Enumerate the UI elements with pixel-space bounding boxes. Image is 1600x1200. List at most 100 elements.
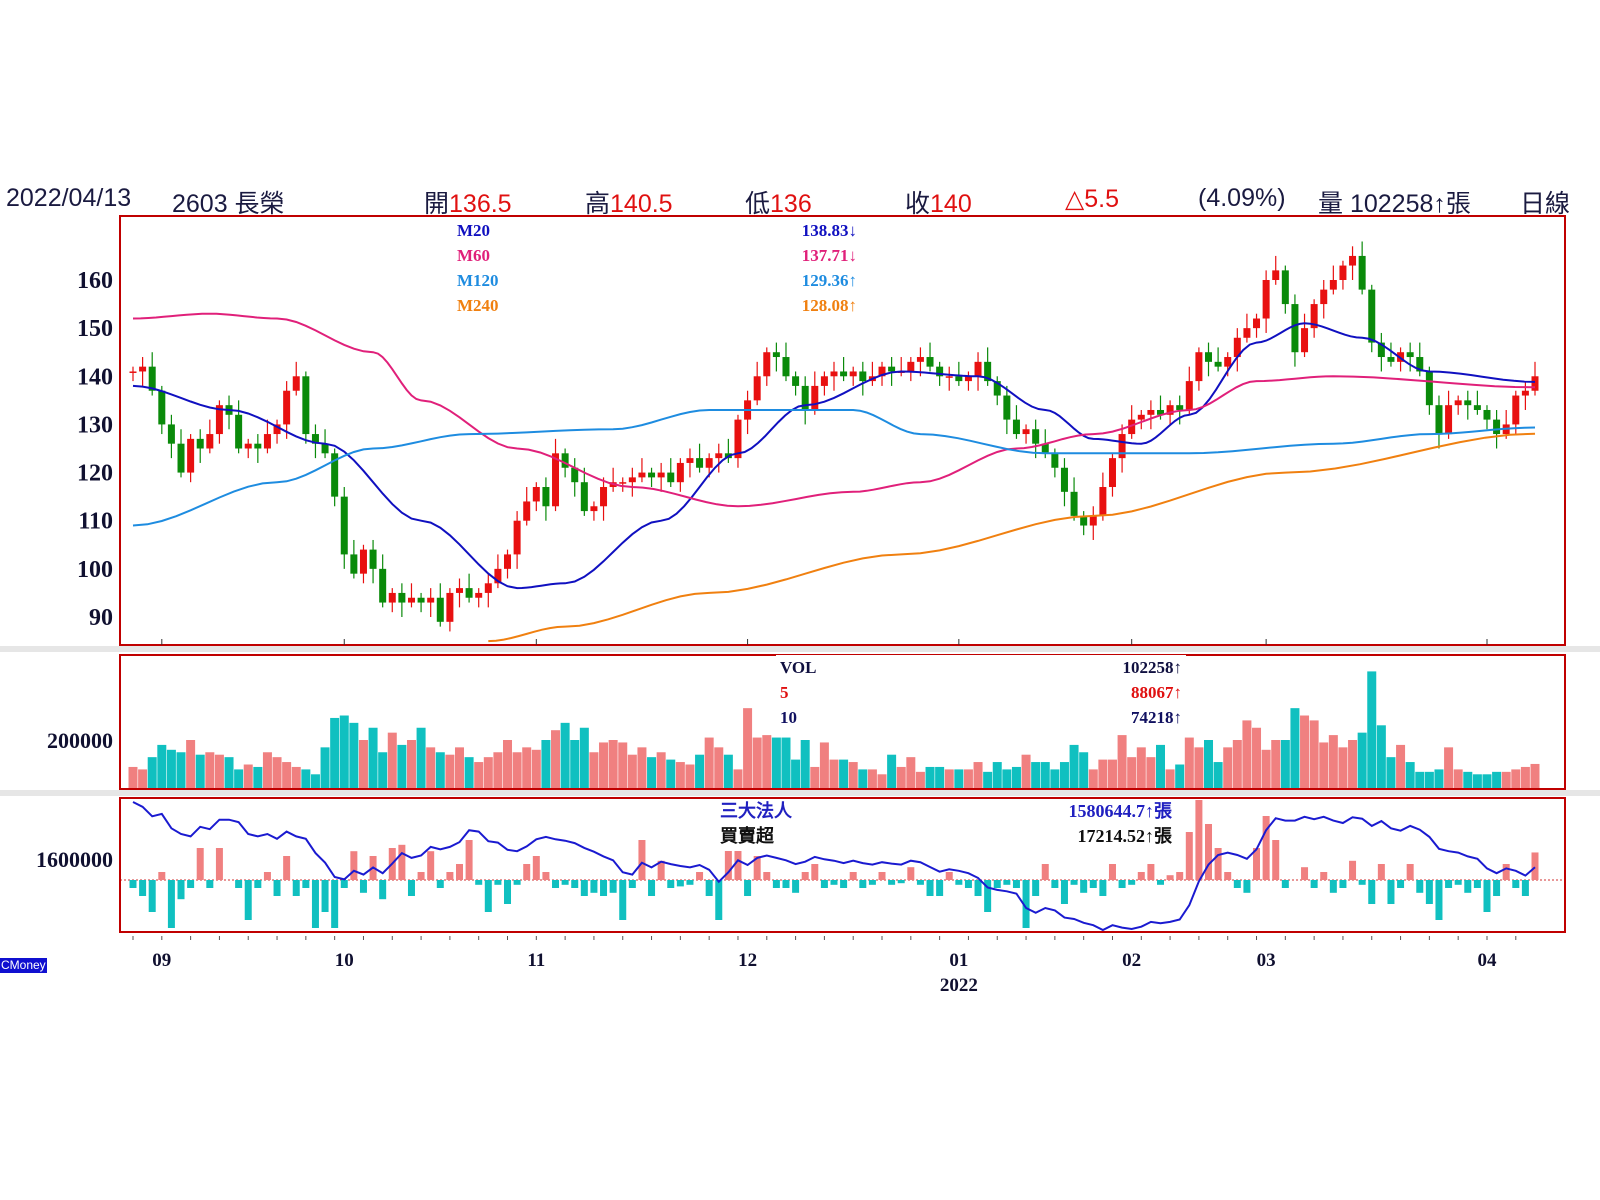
volume-bar	[205, 752, 215, 789]
volume-bar	[992, 762, 1002, 789]
volume-bar	[858, 769, 868, 789]
candle-body	[1012, 419, 1020, 435]
institutional-bar	[772, 880, 780, 888]
candle-body	[1137, 414, 1145, 420]
candle-body	[878, 366, 886, 377]
volume-bar	[771, 737, 781, 789]
candle-body	[1003, 395, 1011, 420]
institutional-bar	[1406, 864, 1414, 880]
volume-bar	[839, 759, 849, 789]
candle-body	[369, 549, 377, 569]
volume-bar	[829, 759, 839, 789]
volume-bar	[147, 757, 157, 789]
institutional-bar	[801, 872, 809, 880]
volume-bar	[1252, 727, 1262, 789]
institutional-bar	[1041, 864, 1049, 880]
volume-bar	[435, 752, 445, 789]
candle-body	[1233, 337, 1241, 358]
candle-body	[446, 592, 454, 622]
institutional-bar	[446, 872, 454, 880]
institutional-bar	[628, 880, 636, 888]
institutional-bar	[292, 880, 300, 896]
candle-body	[907, 361, 915, 372]
month-label: 11	[527, 950, 545, 971]
institutional-bar	[513, 880, 521, 885]
volume-bar	[291, 766, 301, 789]
candle-body	[1032, 429, 1040, 444]
price-tick-label: 100	[77, 557, 113, 583]
volume-bar	[1444, 747, 1454, 789]
volume-bar	[368, 727, 378, 789]
institutional-bar	[1089, 880, 1097, 888]
institutional-bar	[1176, 872, 1184, 880]
institutional-bar	[1329, 880, 1337, 893]
volume-bar	[445, 754, 455, 789]
candle-body	[1473, 405, 1481, 410]
candle-body	[1128, 419, 1136, 435]
candle-body	[1512, 395, 1520, 425]
volume-bar	[954, 769, 964, 789]
institutional-bar	[1147, 864, 1155, 880]
candle-body	[715, 453, 723, 459]
candle-body	[676, 462, 684, 483]
volume-bar	[743, 708, 753, 789]
volume-bar	[1107, 759, 1117, 789]
institutional-bar	[177, 880, 185, 900]
high-quote: 高140.5	[585, 184, 673, 220]
legend-name: 三大法人	[720, 801, 792, 821]
legend-row: 10 74218↑	[776, 705, 1186, 730]
candle-body	[1272, 270, 1280, 280]
institutional-bar	[1080, 880, 1088, 893]
price-tick-label: 130	[77, 412, 113, 438]
institutional-bar	[676, 880, 684, 887]
change-value: △5.5	[1065, 185, 1119, 213]
volume-bar	[618, 742, 628, 789]
volume-bar	[195, 754, 205, 789]
institutional-bar	[340, 880, 348, 888]
institutional-bar	[609, 880, 617, 893]
candle-body	[359, 549, 367, 574]
volume-bar	[589, 752, 599, 789]
candle-body	[1454, 400, 1462, 406]
volume-bar	[157, 744, 167, 789]
volume-bar	[608, 740, 618, 789]
candle-body	[580, 482, 588, 512]
institutional-bar	[600, 880, 608, 896]
volume-bar	[1261, 749, 1271, 789]
volume-bar	[685, 764, 695, 789]
institutional-bar	[552, 880, 560, 888]
volume-value: 102258↑張	[1349, 190, 1471, 218]
volume-bar	[1242, 720, 1252, 789]
price-tick-label: 160	[77, 268, 113, 294]
institutional-bar	[638, 840, 646, 880]
legend-value: 102258↑	[1122, 658, 1183, 677]
volume-bar	[1204, 740, 1214, 789]
institutional-bar	[1416, 880, 1424, 893]
volume-bar	[695, 754, 705, 789]
candle-body	[1349, 255, 1357, 266]
candle-body	[158, 390, 166, 425]
institutional-bar	[1320, 872, 1328, 880]
volume-bar	[503, 740, 513, 789]
institutional-bar	[398, 844, 406, 880]
volume-bar	[1271, 740, 1281, 789]
candle-body	[1521, 390, 1529, 396]
candle-body	[1022, 429, 1030, 435]
legend-name: M20	[457, 221, 491, 240]
legend-row: M120 129.36↑	[453, 268, 861, 293]
volume-bar	[1472, 774, 1482, 789]
candle-body	[1253, 318, 1261, 329]
institutional-bar	[542, 872, 550, 880]
institutional-bar	[1012, 880, 1020, 888]
volume-bar	[1386, 757, 1396, 789]
volume-bar	[1415, 771, 1425, 789]
legend-row: VOL 102258↑	[776, 655, 1186, 680]
candle-body	[590, 506, 598, 512]
candle-body	[398, 592, 406, 603]
panel-separator	[0, 790, 1600, 796]
volume-bar	[1175, 764, 1185, 789]
month-label: 09	[152, 950, 171, 971]
volume-bar	[1396, 744, 1406, 789]
candle-body	[993, 381, 1001, 396]
